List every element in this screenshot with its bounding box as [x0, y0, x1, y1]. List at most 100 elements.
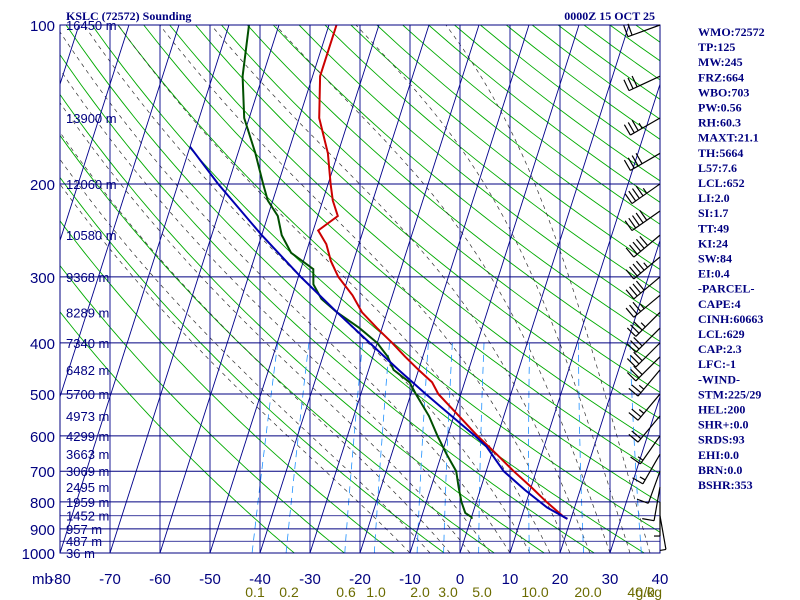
- wind-barb-staff: [633, 256, 661, 280]
- index-line: EHI:0.0: [698, 448, 739, 462]
- wind-barb-staff: [659, 515, 667, 550]
- isotherm: [0, 25, 29, 553]
- temperature-tick-label: -20: [349, 571, 371, 588]
- temperature-tick-label: -40: [249, 571, 271, 588]
- wind-barb-feather: [635, 185, 644, 197]
- wind-barb-staff: [637, 369, 661, 397]
- chart-time: 0000Z 15 OCT 25: [564, 9, 655, 23]
- wind-barb-staff: [630, 117, 661, 136]
- temperature-tick-label: 0: [456, 571, 464, 588]
- temperature-tick-label: 30: [602, 571, 619, 588]
- index-line: SHR+:0.0: [698, 418, 749, 432]
- wind-barb-feather: [633, 365, 643, 376]
- pressure-tick-label: 800: [30, 495, 55, 512]
- temperature-tick-label: -10: [399, 571, 421, 588]
- index-line: TT:49: [698, 221, 729, 235]
- index-line: SW:84: [698, 252, 732, 266]
- mixing-ratio-label: 5.0: [472, 584, 492, 600]
- wind-barb-feather: [627, 157, 635, 169]
- pressure-tick-label: 600: [30, 429, 55, 446]
- dry-adiabat: [60, 53, 595, 553]
- index-line: MAXT:21.1: [698, 131, 759, 145]
- pressure-tick-label: 300: [30, 270, 55, 287]
- dry-adiabat: [350, 25, 660, 270]
- index-line: EI:0.4: [698, 267, 730, 281]
- wind-barb-feather: [623, 159, 631, 171]
- height-label: 3069 m: [66, 464, 109, 479]
- wind-barb-feather: [624, 193, 633, 204]
- isotherm: [109, 25, 280, 553]
- dry-adiabat: [143, 25, 660, 475]
- moist-adiabat: [275, 25, 611, 553]
- height-label: 4973 m: [66, 409, 109, 424]
- moist-adiabat: [159, 25, 571, 553]
- wind-barb-feather: [631, 155, 639, 167]
- moist-adiabat: [83, 25, 531, 553]
- wind-barb-feather: [635, 152, 643, 164]
- wind-barb-staff: [631, 183, 661, 205]
- isotherm: [209, 25, 380, 553]
- wind-barb-staff: [633, 294, 661, 318]
- wind-barb-feather: [627, 23, 633, 36]
- wind-barb-half-feather: [638, 384, 645, 390]
- wind-barb-feather: [631, 75, 638, 88]
- mixing-ratio-label: 0.6: [336, 584, 356, 600]
- wind-barb-half-feather: [637, 456, 644, 461]
- wind-barb-staff: [633, 276, 661, 300]
- wind-barb-feather: [628, 190, 637, 202]
- dry-adiabat: [531, 25, 660, 120]
- wind-barb-feather: [630, 324, 640, 334]
- mixing-ratio-line: [374, 342, 390, 553]
- height-label: 16450 m: [66, 18, 117, 33]
- dewpoint-trace: [241, 25, 473, 520]
- wind-barb-feather: [625, 247, 635, 258]
- temperature-tick-label: 20: [552, 571, 569, 588]
- wind-barb-feather: [626, 372, 637, 382]
- moist-adiabat: [445, 25, 651, 553]
- wind-barb-feather: [629, 266, 638, 277]
- wind-barb-half-feather: [642, 187, 648, 194]
- index-line: -WIND-: [698, 372, 740, 386]
- wind-barb-half-feather: [639, 476, 646, 481]
- wind-barb-staff: [630, 152, 661, 171]
- mixing-ratio-line: [478, 342, 485, 553]
- pressure-tick-label: 400: [30, 336, 55, 353]
- chart-grid: [0, 25, 660, 553]
- wind-barb-staff: [635, 342, 661, 368]
- wind-barb-feather: [635, 280, 645, 291]
- wind-barb-staff: [653, 486, 661, 521]
- height-label: 1452 m: [66, 509, 109, 524]
- isotherm: [609, 395, 660, 553]
- index-line: LFC:-1: [698, 357, 736, 371]
- index-line: BSHR:353: [698, 478, 753, 492]
- isotherm: [409, 25, 580, 553]
- wind-barb-feather: [630, 340, 640, 350]
- wind-barb-staff: [639, 435, 661, 465]
- dry-adiabat: [272, 25, 660, 342]
- height-label: 3663 m: [66, 447, 109, 462]
- height-label: 9368 m: [66, 270, 109, 285]
- wind-barb-feather: [630, 456, 641, 465]
- mixing-ratio-unit: g/kg: [636, 584, 662, 600]
- wind-barbs: [623, 23, 667, 552]
- wind-barb-feather: [626, 327, 637, 337]
- temperature-tick-label: -30: [299, 571, 321, 588]
- plot-frame: [59, 24, 661, 554]
- wind-barb-feather: [631, 384, 642, 394]
- moist-adiabat: [210, 25, 591, 553]
- wind-barb-staff: [631, 210, 661, 232]
- wind-barb-feather: [626, 343, 637, 353]
- wind-barb-feather: [636, 498, 649, 504]
- index-line: -PARCEL-: [698, 282, 754, 296]
- index-line: SRDS:93: [698, 433, 745, 447]
- pressure-unit-label: mb: [32, 571, 53, 588]
- index-line: WBO:703: [698, 85, 749, 99]
- temperature-tick-label: -70: [99, 571, 121, 588]
- index-line: HEL:200: [698, 403, 745, 417]
- chart-title: KSLC (72572) Sounding: [66, 9, 191, 23]
- index-line: PW:0.56: [698, 101, 742, 115]
- height-label: 5700 m: [66, 387, 109, 402]
- wind-barb-staff: [628, 75, 661, 92]
